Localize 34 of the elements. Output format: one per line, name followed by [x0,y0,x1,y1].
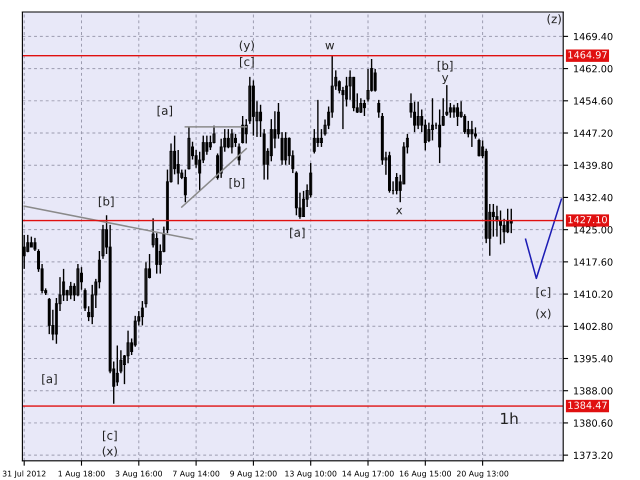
annotation: (y) [240,40,254,52]
annotation: y [442,75,448,84]
y-tick-label: 1469.40 [574,32,612,40]
text: 1h [501,412,518,424]
annotation: x [396,208,402,214]
y-tick-label: 1402.80 [574,322,612,330]
ref-line-label: 1384.47 [568,402,607,409]
y-tick-label: 1454.60 [574,97,612,105]
y-tick-label: 1432.40 [574,194,612,202]
annotation: [a] [290,228,305,238]
y-tick-label: 1380.60 [574,419,612,427]
y-tick-label: 1395.40 [574,354,612,362]
y-tick-label: 1388.00 [574,387,612,395]
y-tick-label: 1447.20 [574,129,612,137]
ref-line-label: 1427.10 [568,216,607,224]
annotation: [c] [536,287,550,298]
y-tick-label: 1373.20 [574,452,612,459]
annotation: (z) [547,14,561,25]
annotation: w [325,42,334,50]
y-tick-label: 1417.60 [574,258,612,266]
y-tick-label: 1410.20 [574,290,612,298]
annotation: (x) [102,446,117,457]
y-tick-label: 1439.80 [574,162,612,170]
annotation: [c] [240,57,254,68]
annotation: [a] [158,106,172,116]
ref-line-label: 1464.97 [568,51,607,58]
annotation: (x) [536,308,550,320]
y-tick-label: 1425.00 [574,226,612,234]
annotation: [b] [230,178,244,189]
annotation: [b] [438,60,452,72]
annotation: [b] [98,196,114,208]
annotation: [c] [102,430,117,442]
annotation: [a] [42,374,57,385]
y-tick-label: 1462.00 [574,65,612,72]
